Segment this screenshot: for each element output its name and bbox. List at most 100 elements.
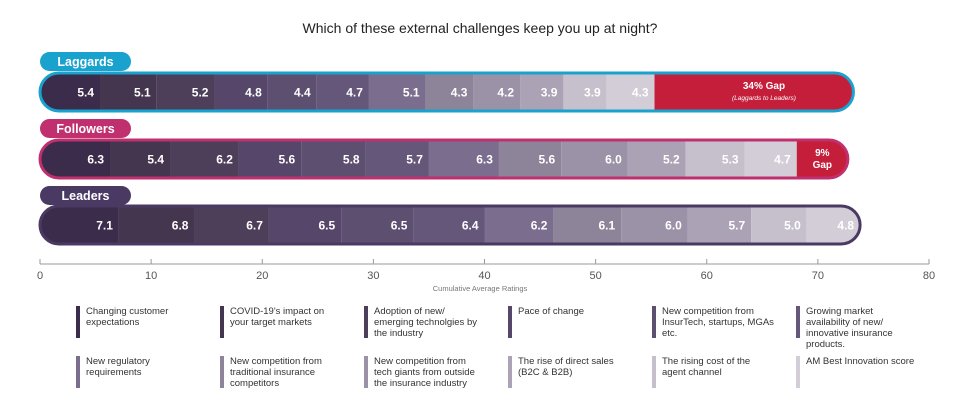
legend-label: The rising cost of the agent channel: [662, 356, 751, 378]
legend-item: COVID-19's impact on your target markets: [220, 306, 342, 338]
segment-value-label: 5.7: [406, 153, 423, 167]
segment-value-label: 4.7: [346, 86, 363, 100]
segment-value-label: 5.7: [729, 219, 746, 233]
bar-outline-followers: [38, 138, 850, 180]
bar-segment: [561, 140, 628, 178]
gap-label: 34% Gap: [743, 81, 785, 92]
bar-outline-laggards: [38, 71, 855, 113]
legend-swatch: [220, 356, 224, 388]
gap-sublabel: (Laggards to Leaders): [732, 95, 796, 102]
stacked-bar-chart: Laggards 5.4 5.1 5.2 4.8 4.4 4.7 5.1 4.3 4.2 3.9 3.…: [37, 52, 935, 293]
bar-segment: [498, 140, 562, 178]
legend-item: Changing customer expectations: [76, 306, 198, 338]
bar-segment: [520, 73, 564, 111]
x-tick-label: 20: [256, 270, 268, 282]
segment-value-label: 5.4: [77, 86, 94, 100]
x-tick-label: 10: [145, 270, 157, 282]
segment-value-label: 5.3: [722, 153, 739, 167]
x-tick-label: 80: [923, 270, 935, 282]
segment-value-label: 5.2: [192, 86, 209, 100]
legend-item: New competition from tech giants from ou…: [364, 356, 486, 389]
legend-swatch: [364, 356, 368, 388]
group-label-laggards: Laggards: [57, 55, 113, 69]
legend-label: New competition from traditional insuran…: [230, 356, 322, 389]
group-label-pill-leaders: [40, 186, 131, 205]
segment-value-label: 5.8: [343, 153, 360, 167]
legend-swatch: [220, 306, 224, 338]
bar-segments-followers: [40, 140, 848, 178]
bar-segment: [40, 206, 119, 244]
segment-value-label: 4.8: [245, 86, 262, 100]
segment-value-label: 6.7: [246, 219, 263, 233]
x-tick-label: 70: [812, 270, 824, 282]
bar-segment: [806, 206, 861, 244]
legend-label: Adoption of new/ emerging technolgies by…: [374, 306, 477, 339]
bar-segment: [751, 206, 807, 244]
bar-segments-leaders: [40, 206, 861, 244]
legend-item: New competition from InsurTech, startups…: [652, 306, 774, 339]
legend-swatch: [652, 356, 656, 388]
bar-segment: [301, 140, 366, 178]
legend-item: The rise of direct sales (B2C & B2B): [508, 356, 630, 388]
segment-value-label: 4.8: [837, 219, 854, 233]
segment-value-label: 6.1: [598, 219, 615, 233]
legend-item: New competition from traditional insuran…: [220, 356, 342, 389]
gap-sublabel: Gap: [813, 160, 832, 171]
segment-value-label: 6.0: [605, 153, 622, 167]
group-label-leaders: Leaders: [62, 189, 110, 203]
bar-segment: [118, 206, 195, 244]
bar-segment: [621, 206, 688, 244]
legend-label: New competition from InsurTech, startups…: [662, 306, 774, 339]
legend-item: AM Best Innovation score: [796, 356, 918, 388]
legend-label: COVID-19's impact on your target markets: [230, 306, 325, 328]
x-tick-label: 40: [478, 270, 490, 282]
bar-segment: [100, 73, 157, 111]
segment-value-label: 5.6: [278, 153, 295, 167]
segment-value-label: 4.3: [451, 86, 468, 100]
legend-item: The rising cost of the agent channel: [652, 356, 774, 388]
segment-value-label: 5.6: [538, 153, 555, 167]
segment-value-label: 6.2: [531, 219, 548, 233]
gap-label: 9%: [815, 148, 830, 159]
legend-label: Growing market availability of new/ inno…: [806, 306, 893, 350]
segment-value-label: 6.0: [665, 219, 682, 233]
bar-segment: [553, 206, 622, 244]
bar-segment: [425, 73, 474, 111]
bar-segment: [40, 73, 101, 111]
legend-item: Adoption of new/ emerging technolgies by…: [364, 306, 486, 339]
bar-segment: [316, 73, 369, 111]
legend-swatch: [76, 356, 80, 388]
bar-segment: [627, 140, 686, 178]
segment-value-label: 4.2: [497, 86, 514, 100]
segment-value-label: 4.7: [774, 153, 791, 167]
legend-swatch: [508, 306, 512, 338]
segment-value-label: 4.3: [632, 86, 649, 100]
x-tick-label: 30: [367, 270, 379, 282]
legend-swatch: [796, 306, 800, 338]
legend-label: The rise of direct sales (B2C & B2B): [518, 356, 614, 378]
legend-label: New competition from tech giants from ou…: [374, 356, 475, 389]
bar-segment: [110, 140, 171, 178]
legend-swatch: [76, 306, 80, 338]
segment-value-label: 6.3: [476, 153, 493, 167]
segment-value-label: 5.4: [147, 153, 164, 167]
segment-value-label: 7.1: [96, 219, 113, 233]
bar-segment: [238, 140, 302, 178]
legend-item: Growing market availability of new/ inno…: [796, 306, 918, 350]
bar-segment: [606, 73, 655, 111]
segment-value-label: 6.2: [216, 153, 233, 167]
legend-item: Pace of change: [508, 306, 630, 338]
gap-segment: [796, 140, 848, 178]
segment-value-label: 3.9: [541, 86, 558, 100]
bar-segment: [744, 140, 797, 178]
bar-segment: [413, 206, 485, 244]
bar-segment: [365, 140, 429, 178]
segment-value-label: 6.4: [462, 219, 479, 233]
legend-swatch: [364, 306, 368, 338]
group-label-followers: Followers: [56, 122, 114, 136]
group-label-pill-laggards: [40, 52, 131, 71]
bar-segment: [473, 73, 521, 111]
x-tick-label: 50: [590, 270, 602, 282]
x-tick-label: 0: [37, 270, 43, 282]
legend-swatch: [652, 306, 656, 338]
